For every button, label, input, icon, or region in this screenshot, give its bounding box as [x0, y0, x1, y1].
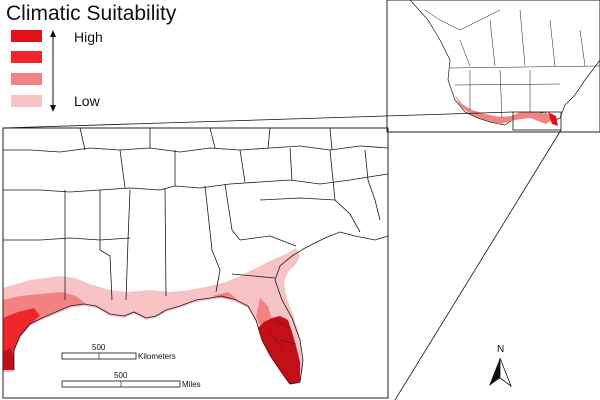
inset-map — [409, 0, 600, 131]
legend-low-label: Low — [74, 93, 100, 109]
inset-boundaries — [424, 9, 600, 119]
main-map — [3, 128, 388, 386]
north-arrow-label: N — [497, 344, 504, 355]
inset-suitability — [455, 95, 552, 124]
zone-medium — [3, 292, 274, 370]
connector-line-right — [394, 129, 562, 400]
legend-swatch-low — [11, 95, 42, 107]
gulf-of-mexico — [3, 298, 290, 386]
scale-bar-km: 500 Kilometers — [61, 343, 176, 361]
legend-swatch-highest — [11, 30, 42, 42]
state-boundaries — [3, 128, 388, 385]
zone-highest — [3, 316, 300, 384]
scale-km-value: 500 — [92, 343, 106, 352]
scale-bar-miles: 500 Miles — [61, 371, 201, 389]
inset-frame — [386, 0, 600, 133]
legend-swatch-medium — [11, 73, 42, 85]
legend-title: Climatic Suitability — [6, 2, 177, 25]
inset-suitability-dark — [548, 112, 558, 126]
connector-line-left — [2, 111, 514, 129]
legend-double-arrow-icon — [50, 30, 56, 112]
scale-miles-unit: Miles — [182, 380, 201, 389]
legend-high-label: High — [74, 29, 103, 45]
scale-miles-value: 500 — [114, 371, 128, 380]
legend-swatch-high — [11, 51, 42, 63]
north-arrow-icon: N — [489, 344, 512, 388]
main-map-frame — [2, 127, 389, 399]
scale-km-unit: Kilometers — [138, 352, 176, 361]
inset-extent-box — [512, 111, 562, 131]
